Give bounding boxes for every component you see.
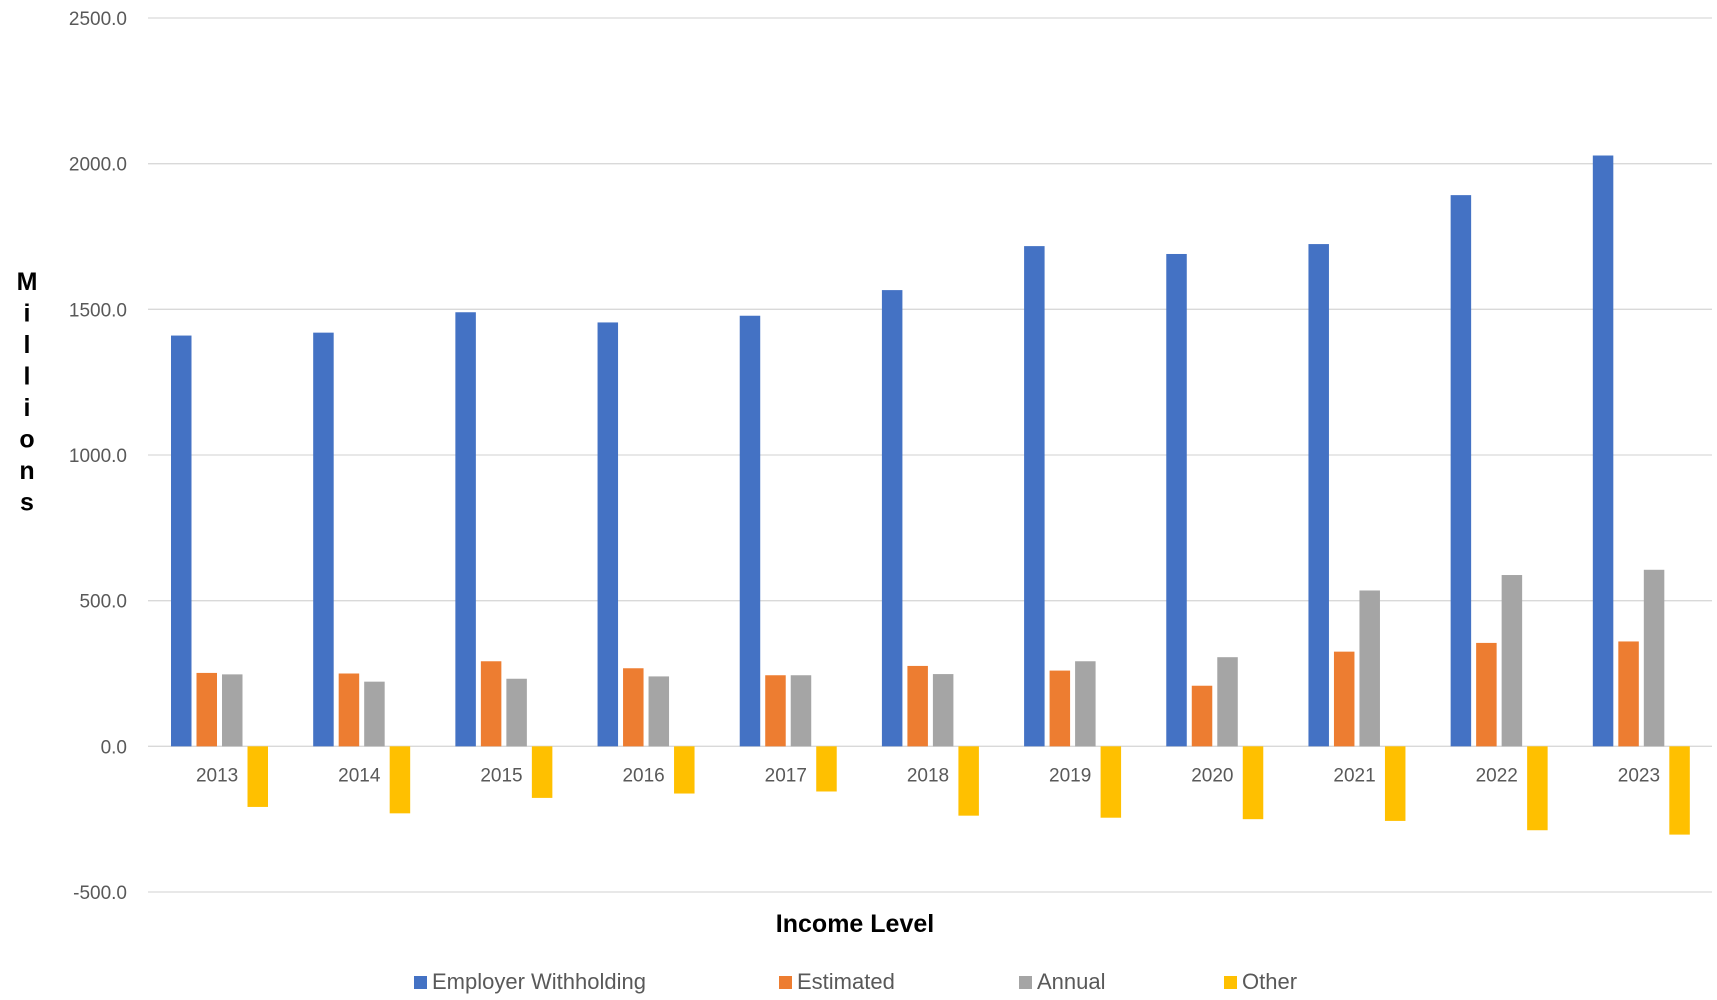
y-axis-title-letter: o	[19, 426, 34, 454]
bar-annual-2021	[1359, 590, 1380, 747]
y-axis-title-letter: l	[24, 363, 31, 391]
x-category-label: 2016	[622, 765, 664, 786]
bar-annual-2018	[932, 674, 954, 747]
x-axis-category-labels: 2013 2014 2015 2016 2017 2018 2019 2020 2021 2022…	[196, 765, 1660, 786]
legend-swatch	[779, 976, 792, 989]
legend: Employer Withholding Estimated Annual Other	[414, 969, 1297, 994]
bar-other-2020	[1242, 746, 1264, 820]
y-axis-tick-labels: 2500.0 2000.0 1500.0 1000.0 500.0 0.0 -500.0	[69, 9, 127, 904]
x-category-label: 2023	[1618, 765, 1660, 786]
bar-employer-withholding-2020	[1166, 253, 1187, 747]
bar-estimated-2023	[1618, 641, 1639, 747]
x-category-label: 2021	[1333, 765, 1375, 786]
bar-annual-2014	[364, 681, 385, 747]
bar-other-2013	[247, 746, 268, 807]
legend-label: Employer Withholding	[432, 969, 646, 994]
y-tick-label: 2000.0	[69, 155, 127, 176]
y-axis-title-letter: M	[17, 268, 38, 296]
bar-estimated-2021	[1333, 651, 1355, 747]
bar-employer-withholding-2013	[171, 335, 192, 747]
bar-annual-2016	[648, 676, 670, 747]
y-tick-label: 1000.0	[69, 446, 127, 467]
bar-other-2022	[1527, 746, 1548, 831]
bars	[171, 155, 1690, 835]
bar-employer-withholding-2021	[1308, 244, 1329, 747]
bar-estimated-2014	[338, 673, 360, 747]
bar-employer-withholding-2016	[597, 322, 619, 747]
y-axis-title-letter: i	[24, 300, 31, 328]
x-category-label: 2017	[765, 765, 807, 786]
bar-employer-withholding-2014	[313, 332, 334, 747]
x-category-label: 2019	[1049, 765, 1091, 786]
gridlines	[148, 17, 1712, 893]
bar-employer-withholding-2017	[739, 315, 761, 747]
bar-estimated-2019	[1049, 670, 1071, 747]
bar-employer-withholding-2018	[881, 290, 903, 747]
bar-estimated-2020	[1191, 685, 1213, 747]
legend-label: Estimated	[797, 969, 895, 994]
bar-estimated-2013	[196, 672, 217, 747]
y-tick-label: 1500.0	[69, 300, 127, 321]
x-category-label: 2015	[480, 765, 522, 786]
x-category-label: 2020	[1191, 765, 1233, 786]
bar-estimated-2022	[1476, 642, 1497, 747]
y-tick-label: 500.0	[79, 592, 127, 613]
y-tick-label: -500.0	[73, 883, 127, 904]
legend-swatch	[1224, 976, 1237, 989]
bar-other-2019	[1100, 746, 1122, 818]
bar-annual-2022	[1501, 575, 1523, 747]
y-axis-title-letter: s	[20, 489, 34, 517]
y-tick-label: 2500.0	[69, 9, 127, 30]
legend-label: Annual	[1037, 969, 1106, 994]
bar-other-2023	[1669, 746, 1690, 835]
bar-other-2016	[674, 746, 695, 794]
x-axis-title: Income Level	[776, 910, 934, 938]
x-category-label: 2014	[338, 765, 381, 786]
bar-other-2021	[1384, 746, 1406, 821]
legend-swatch	[1019, 976, 1032, 989]
y-axis-title-letter: n	[19, 457, 34, 485]
bar-annual-2020	[1217, 657, 1238, 747]
y-axis-title-letter: i	[24, 394, 31, 422]
bar-annual-2013	[222, 674, 243, 747]
bar-estimated-2016	[623, 668, 644, 747]
bar-estimated-2018	[907, 665, 928, 747]
legend-swatch	[414, 976, 427, 989]
bar-employer-withholding-2019	[1024, 246, 1045, 747]
bar-annual-2015	[506, 678, 527, 747]
bar-employer-withholding-2015	[455, 312, 476, 747]
bar-other-2015	[531, 746, 553, 798]
y-tick-label: 0.0	[101, 737, 127, 758]
x-category-label: 2018	[907, 765, 949, 786]
bar-other-2018	[958, 746, 979, 816]
x-category-label: 2013	[196, 765, 238, 786]
x-category-label: 2022	[1476, 765, 1518, 786]
bar-annual-2017	[790, 675, 812, 747]
bar-employer-withholding-2023	[1592, 155, 1614, 747]
bar-estimated-2015	[480, 661, 502, 747]
bar-annual-2023	[1643, 569, 1665, 747]
bar-estimated-2017	[765, 675, 786, 747]
bar-annual-2019	[1075, 661, 1096, 747]
bar-other-2014	[389, 746, 411, 814]
legend-label: Other	[1242, 969, 1297, 994]
bar-employer-withholding-2022	[1450, 195, 1472, 747]
y-axis-title-letter: l	[24, 331, 31, 359]
bar-other-2017	[816, 746, 837, 792]
